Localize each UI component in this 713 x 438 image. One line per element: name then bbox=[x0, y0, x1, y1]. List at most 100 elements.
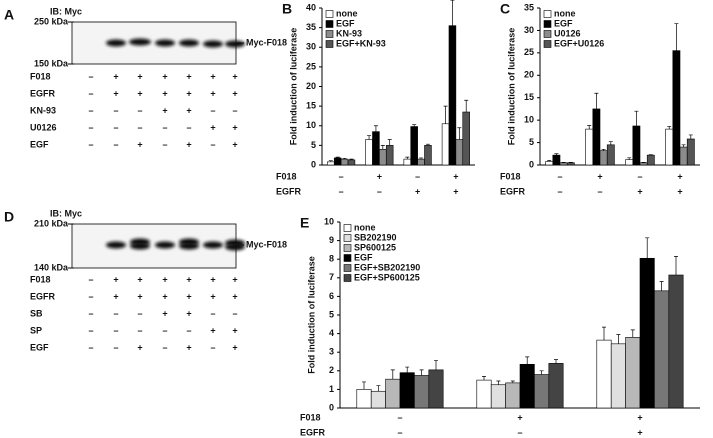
error-bar bbox=[373, 125, 378, 132]
bar bbox=[552, 154, 561, 166]
error-bar bbox=[419, 369, 424, 376]
band bbox=[179, 39, 199, 47]
row-label: SP bbox=[30, 325, 42, 335]
legend-label: EGF+KN-93 bbox=[336, 38, 386, 48]
condition-value: – bbox=[557, 171, 562, 181]
legend-label: U0126 bbox=[554, 28, 581, 38]
bar bbox=[596, 339, 612, 409]
legend-swatch bbox=[325, 20, 334, 28]
row-value: – bbox=[162, 122, 167, 132]
marker-label: 250 kDa bbox=[34, 16, 69, 26]
bar bbox=[599, 150, 608, 166]
condition-value: + bbox=[517, 412, 522, 422]
bar bbox=[519, 363, 535, 409]
legend-swatch bbox=[543, 30, 552, 38]
error-bar bbox=[376, 385, 381, 392]
bar bbox=[399, 372, 415, 409]
bar bbox=[668, 274, 684, 409]
bar bbox=[372, 131, 380, 166]
row-value: + bbox=[210, 291, 215, 301]
legend-swatch bbox=[343, 274, 352, 282]
row-value: – bbox=[232, 105, 237, 115]
error-bar bbox=[616, 334, 621, 344]
row-value: – bbox=[137, 105, 142, 115]
bar bbox=[665, 128, 674, 166]
row-value: – bbox=[88, 308, 93, 318]
legend-swatch bbox=[343, 254, 352, 262]
legend-label: EGF bbox=[336, 18, 355, 28]
row-value: + bbox=[210, 71, 215, 81]
panel-label: B bbox=[282, 1, 292, 17]
y-tick-label: 40 bbox=[306, 2, 316, 12]
row-value: + bbox=[186, 139, 191, 149]
band-label: Myc-F018 bbox=[246, 37, 287, 47]
condition-value: + bbox=[377, 171, 382, 181]
y-axis-label: Fold induction of luciferase bbox=[306, 256, 316, 374]
y-tick-label: 0 bbox=[311, 159, 316, 169]
error-bar bbox=[510, 380, 515, 383]
bar bbox=[410, 126, 418, 166]
antibody-label: IB: Myc bbox=[50, 208, 82, 218]
condition-value: + bbox=[677, 171, 682, 181]
row-value: – bbox=[137, 122, 142, 132]
row-label: EGFR bbox=[30, 88, 56, 98]
row-value: + bbox=[162, 274, 167, 284]
bar bbox=[654, 290, 670, 409]
row-value: – bbox=[88, 342, 93, 352]
row-value: + bbox=[113, 274, 118, 284]
row-value: – bbox=[88, 105, 93, 115]
row-value: + bbox=[162, 71, 167, 81]
row-value: – bbox=[210, 308, 215, 318]
bar bbox=[327, 161, 335, 166]
error-bar bbox=[387, 139, 392, 146]
legend-swatch bbox=[343, 264, 352, 272]
row-value: – bbox=[137, 308, 142, 318]
error-bar bbox=[405, 366, 410, 373]
row-value: + bbox=[210, 88, 215, 98]
bar bbox=[679, 146, 688, 166]
row-value: + bbox=[162, 88, 167, 98]
y-tick-label: 25 bbox=[306, 61, 316, 71]
legend-swatch bbox=[543, 10, 552, 18]
bar bbox=[639, 257, 655, 409]
error-bar bbox=[443, 105, 448, 124]
row-value: – bbox=[88, 88, 93, 98]
y-tick-label: 5 bbox=[529, 137, 534, 147]
bar bbox=[379, 149, 387, 166]
y-tick-label: 2 bbox=[329, 365, 334, 375]
band bbox=[130, 242, 150, 250]
bar bbox=[414, 375, 430, 409]
y-tick-label: 1 bbox=[329, 384, 334, 394]
y-tick-label: 10 bbox=[524, 115, 534, 125]
row-value: + bbox=[210, 122, 215, 132]
row-value: + bbox=[162, 291, 167, 301]
band bbox=[203, 40, 223, 48]
bar bbox=[534, 374, 550, 409]
row-value: – bbox=[113, 105, 118, 115]
band bbox=[155, 39, 175, 47]
error-bar bbox=[659, 281, 664, 291]
marker-label: 210 kDa bbox=[34, 218, 69, 228]
row-value: + bbox=[137, 342, 142, 352]
error-bar bbox=[482, 376, 486, 381]
row-value: – bbox=[162, 325, 167, 335]
legend-label: EGF bbox=[554, 18, 573, 28]
error-bar bbox=[539, 370, 544, 375]
row-value: + bbox=[137, 71, 142, 81]
condition-value: + bbox=[637, 412, 642, 422]
legend-swatch bbox=[343, 234, 352, 242]
band bbox=[106, 241, 126, 249]
bar bbox=[639, 162, 648, 166]
bar bbox=[545, 161, 554, 166]
error-bar bbox=[342, 157, 347, 160]
bar bbox=[356, 389, 372, 409]
row-value: + bbox=[162, 105, 167, 115]
bar bbox=[566, 162, 575, 166]
bar bbox=[490, 384, 506, 409]
bar bbox=[385, 145, 394, 166]
error-bar bbox=[602, 326, 606, 341]
row-value: + bbox=[232, 325, 237, 335]
y-axis-label: Fold induction of luciferase bbox=[506, 28, 516, 146]
row-value: + bbox=[113, 88, 118, 98]
legend-swatch bbox=[325, 40, 334, 48]
